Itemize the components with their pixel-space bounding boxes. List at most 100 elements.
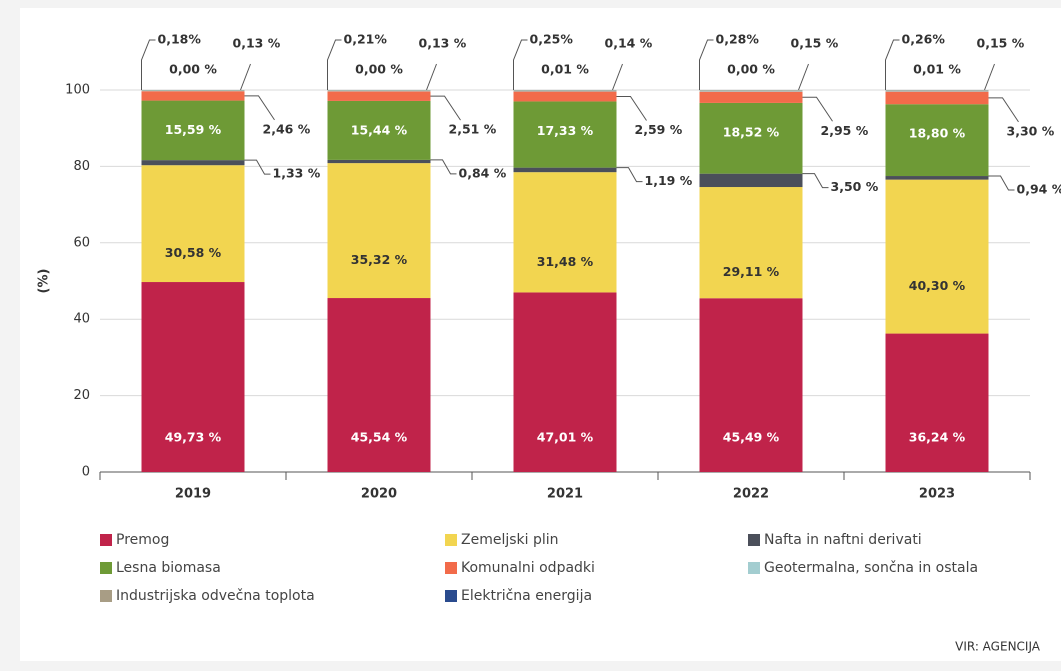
value-label: 30,58 % <box>165 245 222 260</box>
value-label: 31,48 % <box>537 254 594 269</box>
value-label: 0,26% <box>902 32 946 47</box>
y-tick-label: 60 <box>73 235 90 250</box>
value-label: 0,21% <box>344 32 388 47</box>
legend-swatch <box>445 562 457 574</box>
value-label: 0,28% <box>716 32 760 47</box>
bar-segment <box>699 102 803 174</box>
value-label: 3,30 % <box>1007 123 1055 138</box>
legend-label: Industrijska odvečna toplota <box>116 588 315 604</box>
bar-segment <box>513 90 617 92</box>
value-label: 15,59 % <box>165 122 222 137</box>
value-label: 0,13 % <box>419 36 467 51</box>
value-label: 47,01 % <box>537 430 594 445</box>
leader-line <box>430 159 457 175</box>
leader-line <box>244 95 275 121</box>
value-label: 18,52 % <box>723 124 780 139</box>
bar-segment <box>699 90 803 91</box>
value-label: 0,18% <box>158 32 202 47</box>
x-tick-label: 2022 <box>733 487 769 502</box>
value-label: 45,54 % <box>351 430 408 445</box>
value-label: 36,24 % <box>909 430 966 445</box>
value-label: 0,14 % <box>605 36 653 51</box>
bar-segment <box>885 90 989 92</box>
bar-segment <box>699 298 803 472</box>
value-label: 18,80 % <box>909 126 966 141</box>
leader-line <box>988 175 1015 191</box>
value-label: 15,44 % <box>351 122 408 137</box>
bar-segment <box>513 101 617 168</box>
value-label: 2,51 % <box>449 122 497 137</box>
bar-segment <box>885 176 989 180</box>
leader-line <box>802 173 829 189</box>
bar-segment <box>141 91 245 101</box>
bar-segment <box>327 100 431 160</box>
y-tick-label: 100 <box>65 83 90 98</box>
leader-line <box>616 95 647 121</box>
bar-segment <box>885 90 989 91</box>
bar-segment <box>327 90 431 92</box>
value-label: 1,33 % <box>273 166 321 181</box>
legend-swatch <box>100 562 112 574</box>
bar-segment <box>327 163 431 299</box>
legend-swatch <box>445 590 457 602</box>
bar-segment <box>699 91 803 103</box>
bar-segment <box>513 167 617 173</box>
y-tick-label: 0 <box>82 465 90 480</box>
value-label: 0,00 % <box>727 62 775 77</box>
leader-line <box>426 63 437 91</box>
value-label: 17,33 % <box>537 123 594 138</box>
leader-line <box>984 63 995 91</box>
value-label: 0,00 % <box>169 62 217 77</box>
x-tick-label: 2019 <box>175 487 211 502</box>
leader-line <box>513 39 528 90</box>
leader-line <box>141 39 156 90</box>
leader-line <box>699 39 714 90</box>
bar-segment <box>141 90 245 92</box>
legend-label: Zemeljski plin <box>461 532 559 548</box>
bar-segment <box>141 160 245 166</box>
legend-label: Premog <box>116 532 169 548</box>
value-label: 3,50 % <box>831 179 879 194</box>
value-label: 40,30 % <box>909 278 966 293</box>
bar-segment <box>327 91 431 101</box>
bar-segment <box>699 173 803 188</box>
bar-segment <box>885 333 989 472</box>
bar-segment <box>699 187 803 299</box>
value-label: 0,15 % <box>791 36 839 51</box>
x-tick-label: 2023 <box>919 487 955 502</box>
legend-swatch <box>445 534 457 546</box>
leader-line <box>802 96 833 122</box>
bar-segment <box>141 282 245 472</box>
bar-segment <box>513 90 617 91</box>
value-label: 49,73 % <box>165 430 222 445</box>
leader-line <box>988 97 1019 123</box>
legend-label: Komunalni odpadki <box>461 560 595 576</box>
bar-segment <box>513 172 617 293</box>
bar-segment <box>327 298 431 472</box>
y-axis-label: (%) <box>37 269 52 294</box>
legend-label: Geotermalna, sončna in ostala <box>764 560 978 576</box>
bar-segment <box>513 292 617 472</box>
value-label: 2,59 % <box>635 122 683 137</box>
leader-line <box>798 63 809 91</box>
leader-line <box>244 159 271 175</box>
value-label: 0,01 % <box>913 62 961 77</box>
bar-segment <box>885 179 989 334</box>
bar-segment <box>141 100 245 161</box>
value-label: 0,94 % <box>1017 182 1061 197</box>
bar-segment <box>699 90 803 92</box>
legend-swatch <box>100 534 112 546</box>
value-label: 29,11 % <box>723 264 780 279</box>
y-tick-label: 80 <box>73 159 90 174</box>
legend-swatch <box>748 534 760 546</box>
x-tick-label: 2021 <box>547 487 583 502</box>
legend-swatch <box>100 590 112 602</box>
leader-line <box>616 167 643 183</box>
bar-segment <box>885 104 989 177</box>
legend-label: Lesna biomasa <box>116 560 221 576</box>
value-label: 0,00 % <box>355 62 403 77</box>
bar-segment <box>513 91 617 102</box>
value-label: 35,32 % <box>351 252 408 267</box>
value-label: 0,15 % <box>977 36 1025 51</box>
